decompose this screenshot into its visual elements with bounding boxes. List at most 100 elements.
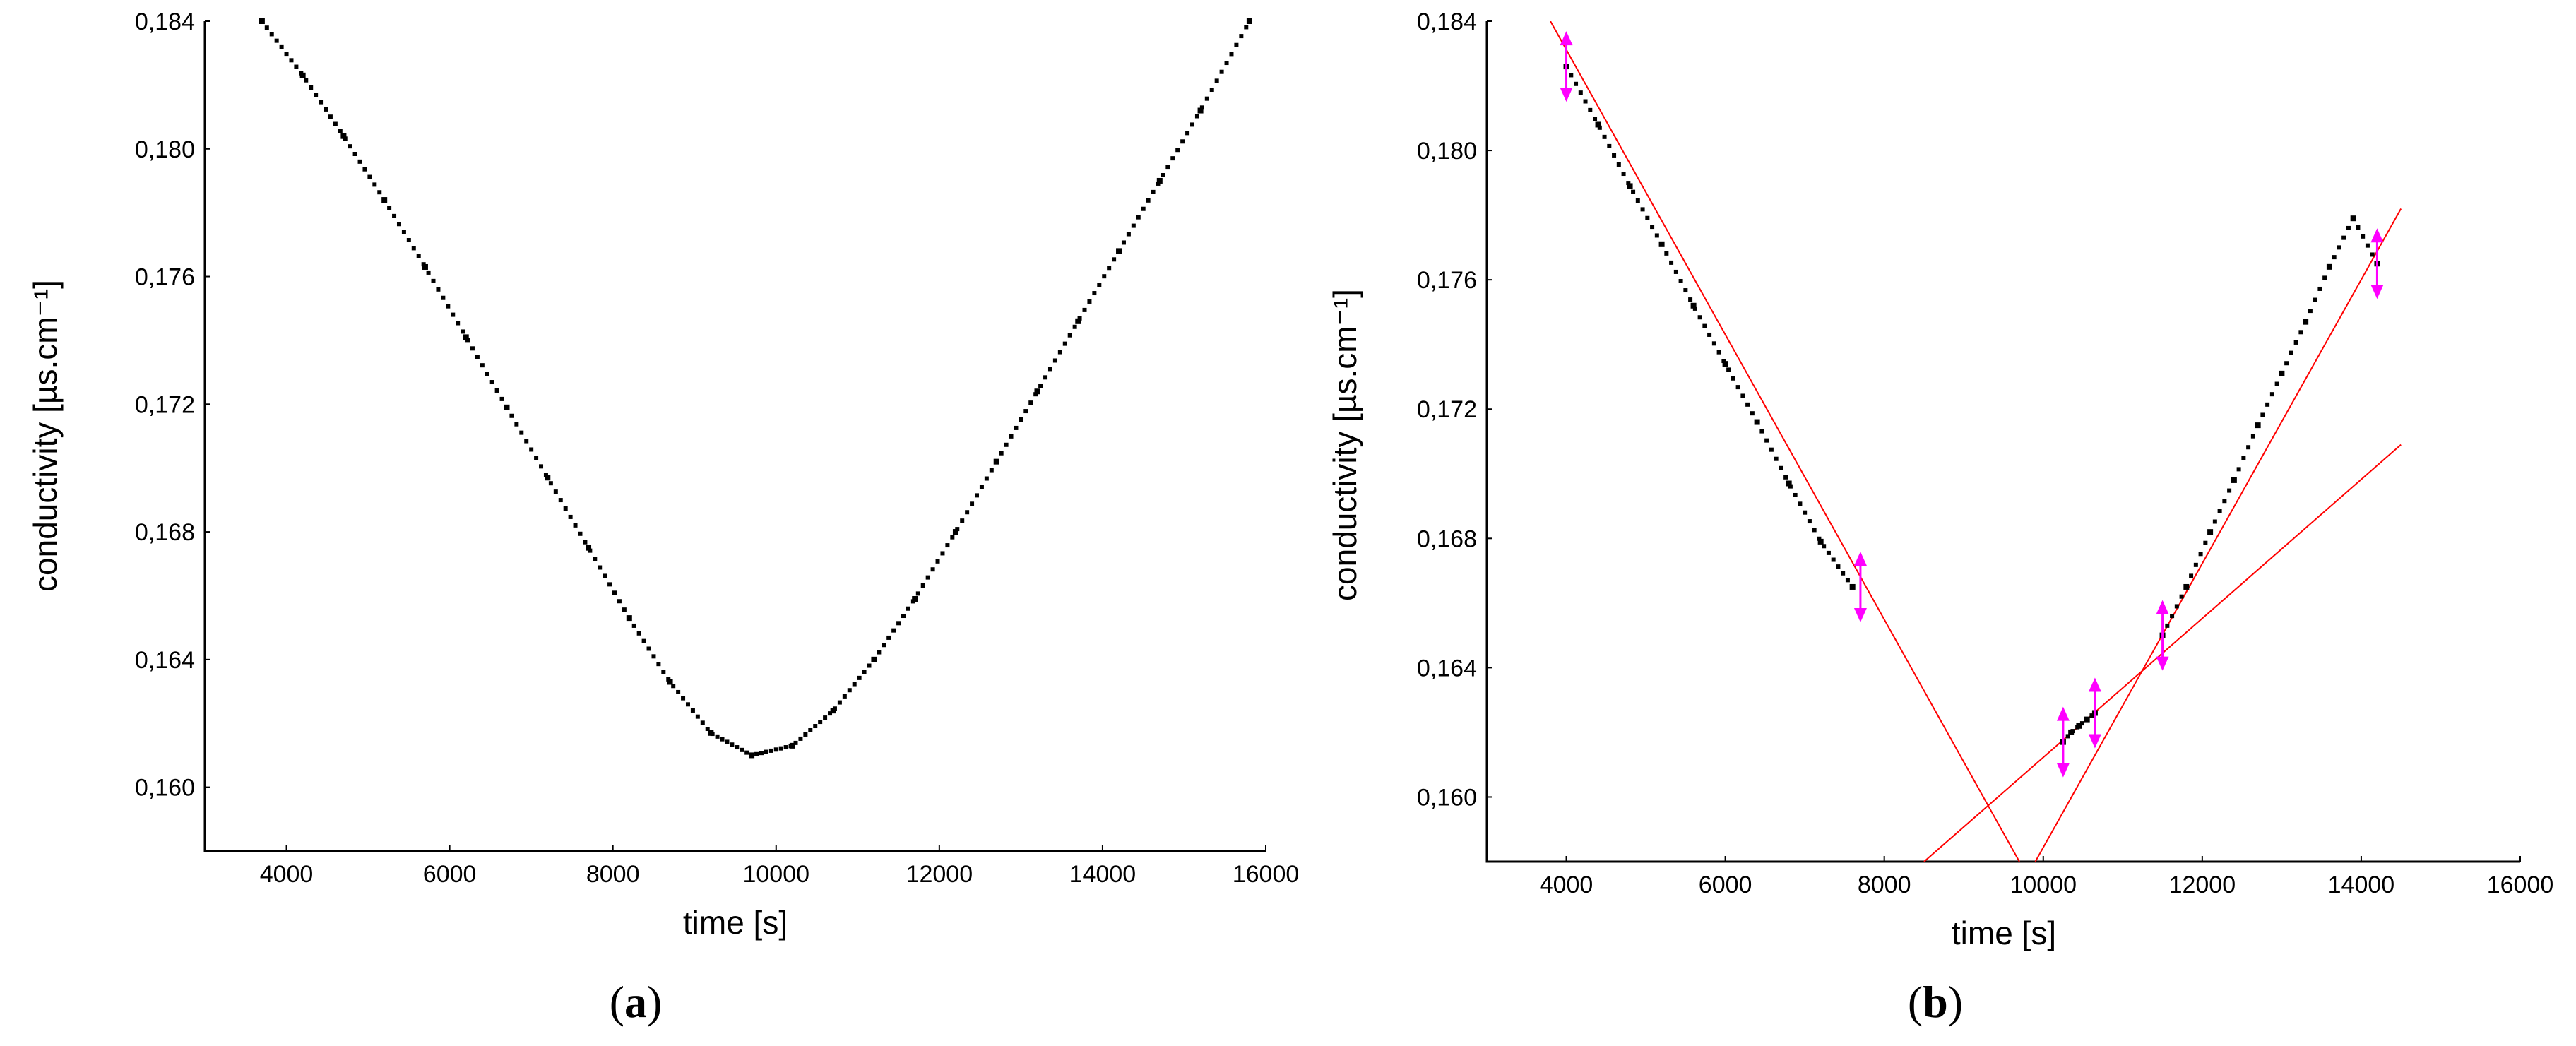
data-point-trace [294, 64, 299, 69]
data-point [952, 529, 958, 535]
range-marker-up-head [1853, 551, 1867, 566]
data-point-trace [539, 464, 544, 469]
data-point-trace [304, 78, 309, 83]
data-point-trace [832, 706, 837, 711]
data-point-trace [979, 485, 984, 489]
data-point-trace [323, 107, 328, 112]
x-tick-label: 8000 [586, 861, 640, 888]
data-point-trace [700, 720, 705, 725]
data-point-trace [1654, 233, 1659, 238]
data-point-trace [1057, 350, 1062, 355]
data-point-trace [1769, 447, 1774, 452]
y-tick-label: 0,176 [135, 264, 195, 291]
data-point-trace [593, 557, 598, 561]
data-point-trace [882, 643, 886, 648]
x-tick-label: 4000 [260, 861, 314, 888]
data-point-trace [1569, 73, 1574, 78]
data-point-trace [2255, 423, 2260, 428]
data-point-trace [877, 650, 882, 655]
data-point-trace [950, 535, 955, 540]
data-point-trace [685, 702, 690, 707]
data-point-trace [1607, 143, 1612, 148]
data-point-trace [2208, 530, 2213, 535]
data-point-trace [573, 523, 578, 528]
data-point-trace [319, 100, 324, 105]
data-point-trace [690, 708, 695, 713]
data-point-trace [1783, 475, 1788, 480]
data-point-trace [553, 489, 558, 494]
x-tick-label: 10000 [2010, 872, 2077, 898]
y-tick-label: 0,180 [135, 136, 195, 163]
data-point-trace [1841, 571, 1846, 576]
data-point-trace [2236, 467, 2241, 472]
data-point-trace [2065, 734, 2070, 739]
data-point-trace [920, 583, 925, 588]
data-point-trace [333, 121, 338, 126]
data-point-trace [1788, 484, 1793, 489]
data-point-trace [867, 663, 872, 668]
data-point-trace [524, 439, 529, 444]
y-tick-label: 0,184 [1417, 8, 1477, 35]
data-point-trace [2351, 216, 2356, 221]
data-point-trace [1102, 274, 1107, 279]
data-point-trace [872, 657, 877, 662]
data-point-trace [1697, 315, 1702, 320]
data-point-trace [1826, 550, 1831, 555]
data-point-trace [1755, 420, 1759, 424]
y-tick-label: 0,164 [135, 647, 195, 674]
data-point-trace [1583, 99, 1588, 104]
data-point-trace [578, 531, 583, 536]
panel-a-label: (a) [610, 977, 663, 1027]
data-point-trace [2289, 350, 2293, 355]
data-point-trace [367, 174, 372, 179]
data-point-trace [1850, 584, 1855, 589]
data-point-trace [328, 114, 333, 119]
data-point-trace [1711, 341, 1716, 346]
data-point-trace [1244, 25, 1249, 30]
data-point-trace [2089, 713, 2094, 718]
data-point [1156, 177, 1163, 184]
data-point-trace [1146, 198, 1151, 203]
data-point-trace [1793, 492, 1798, 497]
data-point-trace [2265, 402, 2270, 407]
data-point-trace [2084, 717, 2089, 722]
data-point-trace [2203, 540, 2208, 545]
data-point-trace [828, 711, 833, 716]
data-point-trace [411, 246, 416, 251]
data-point-trace [1126, 232, 1131, 237]
data-point-trace [2370, 252, 2375, 257]
x-tick-label: 14000 [1069, 861, 1136, 888]
data-point-trace [1072, 324, 1077, 329]
data-point-trace [666, 677, 671, 682]
data-point-trace [901, 614, 906, 619]
data-point-trace [1726, 367, 1731, 372]
data-point-trace [715, 734, 720, 739]
data-point-trace [1014, 425, 1019, 430]
data-point-trace [2184, 584, 2189, 589]
data-point-trace [416, 254, 421, 258]
data-point-trace [401, 230, 406, 234]
fit-line [2034, 208, 2402, 862]
data-point-trace [534, 456, 539, 460]
data-point-trace [788, 744, 793, 749]
range-marker-up-head [2370, 228, 2384, 243]
data-point-trace [2212, 519, 2217, 524]
data-point [1034, 388, 1040, 395]
data-point-trace [886, 635, 891, 640]
y-tick-label: 0,184 [135, 8, 195, 35]
data-point-trace [1721, 359, 1726, 364]
data-point-trace [343, 136, 348, 141]
data-point-trace [940, 551, 945, 556]
data-point-trace [509, 413, 514, 418]
data-point-trace [852, 682, 857, 687]
data-point-trace [930, 567, 935, 572]
data-point [912, 595, 918, 602]
data-point-trace [759, 751, 764, 756]
data-point-trace [622, 607, 627, 612]
data-point-trace [1062, 341, 1067, 346]
x-tick-label: 12000 [2169, 872, 2236, 898]
data-point-trace [1731, 376, 1735, 381]
data-point-trace [2179, 594, 2184, 599]
y-tick-label: 0,180 [1417, 138, 1477, 165]
data-point [1197, 107, 1204, 114]
